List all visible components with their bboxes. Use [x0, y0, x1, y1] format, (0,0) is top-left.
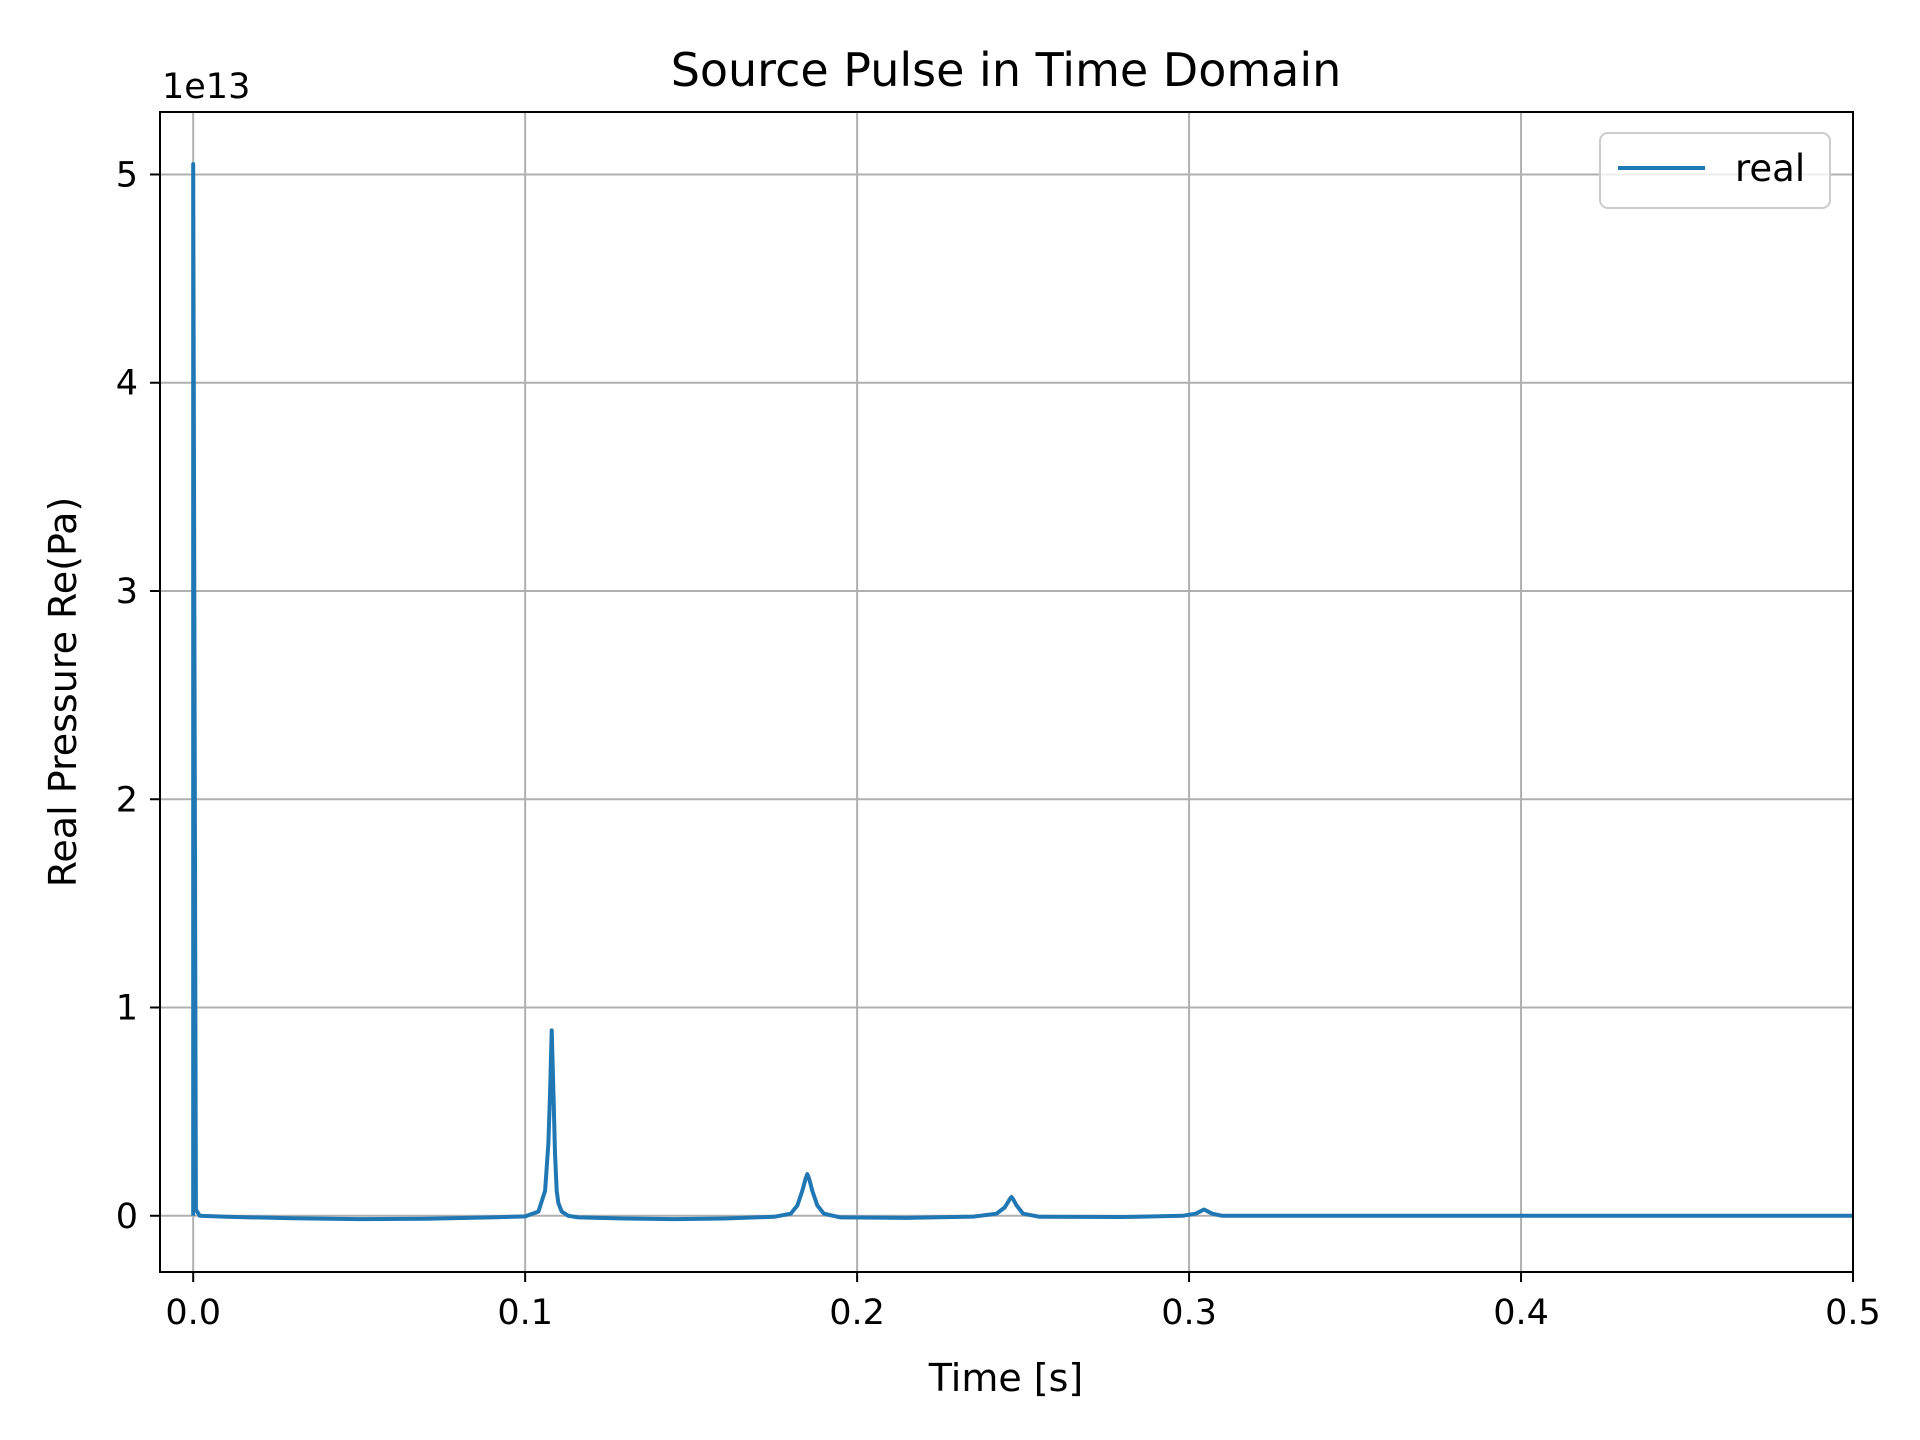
x-axis-label: Time [s]: [928, 1356, 1084, 1400]
plot-area: [160, 112, 1853, 1272]
chart-title: Source Pulse in Time Domain: [671, 43, 1342, 97]
series-layer: [191, 162, 1853, 1222]
y-tick-label: 0: [116, 1197, 138, 1237]
y-tick-label: 3: [116, 572, 138, 612]
legend-box: [1599, 132, 1831, 209]
y-offset-label: 1e13: [162, 67, 250, 107]
legend-label: real: [1735, 147, 1805, 190]
y-tick-label: 2: [116, 780, 138, 820]
y-tick-label: 4: [116, 364, 138, 404]
x-tick-label: 0.3: [1161, 1293, 1217, 1333]
x-tick-label: 0.5: [1825, 1293, 1881, 1333]
legend: real: [1599, 132, 1831, 209]
x-tick-label: 0.0: [165, 1293, 221, 1333]
axis-ticks: 0.0 0.1 0.2 0.3 0.4 0.5 0 1 2 3 4 5: [116, 155, 1881, 1333]
x-tick-label: 0.1: [497, 1293, 553, 1333]
x-tick-label: 0.2: [829, 1293, 885, 1333]
y-tick-label: 5: [116, 155, 138, 195]
y-tick-label: 1: [116, 989, 138, 1029]
y-axis-label: Real Pressure Re(Pa): [41, 497, 85, 888]
series-line-real: [191, 162, 1853, 1222]
plot-frame: [159, 111, 1854, 1273]
x-tick-label: 0.4: [1493, 1293, 1549, 1333]
grid-lines: [160, 112, 1854, 1272]
